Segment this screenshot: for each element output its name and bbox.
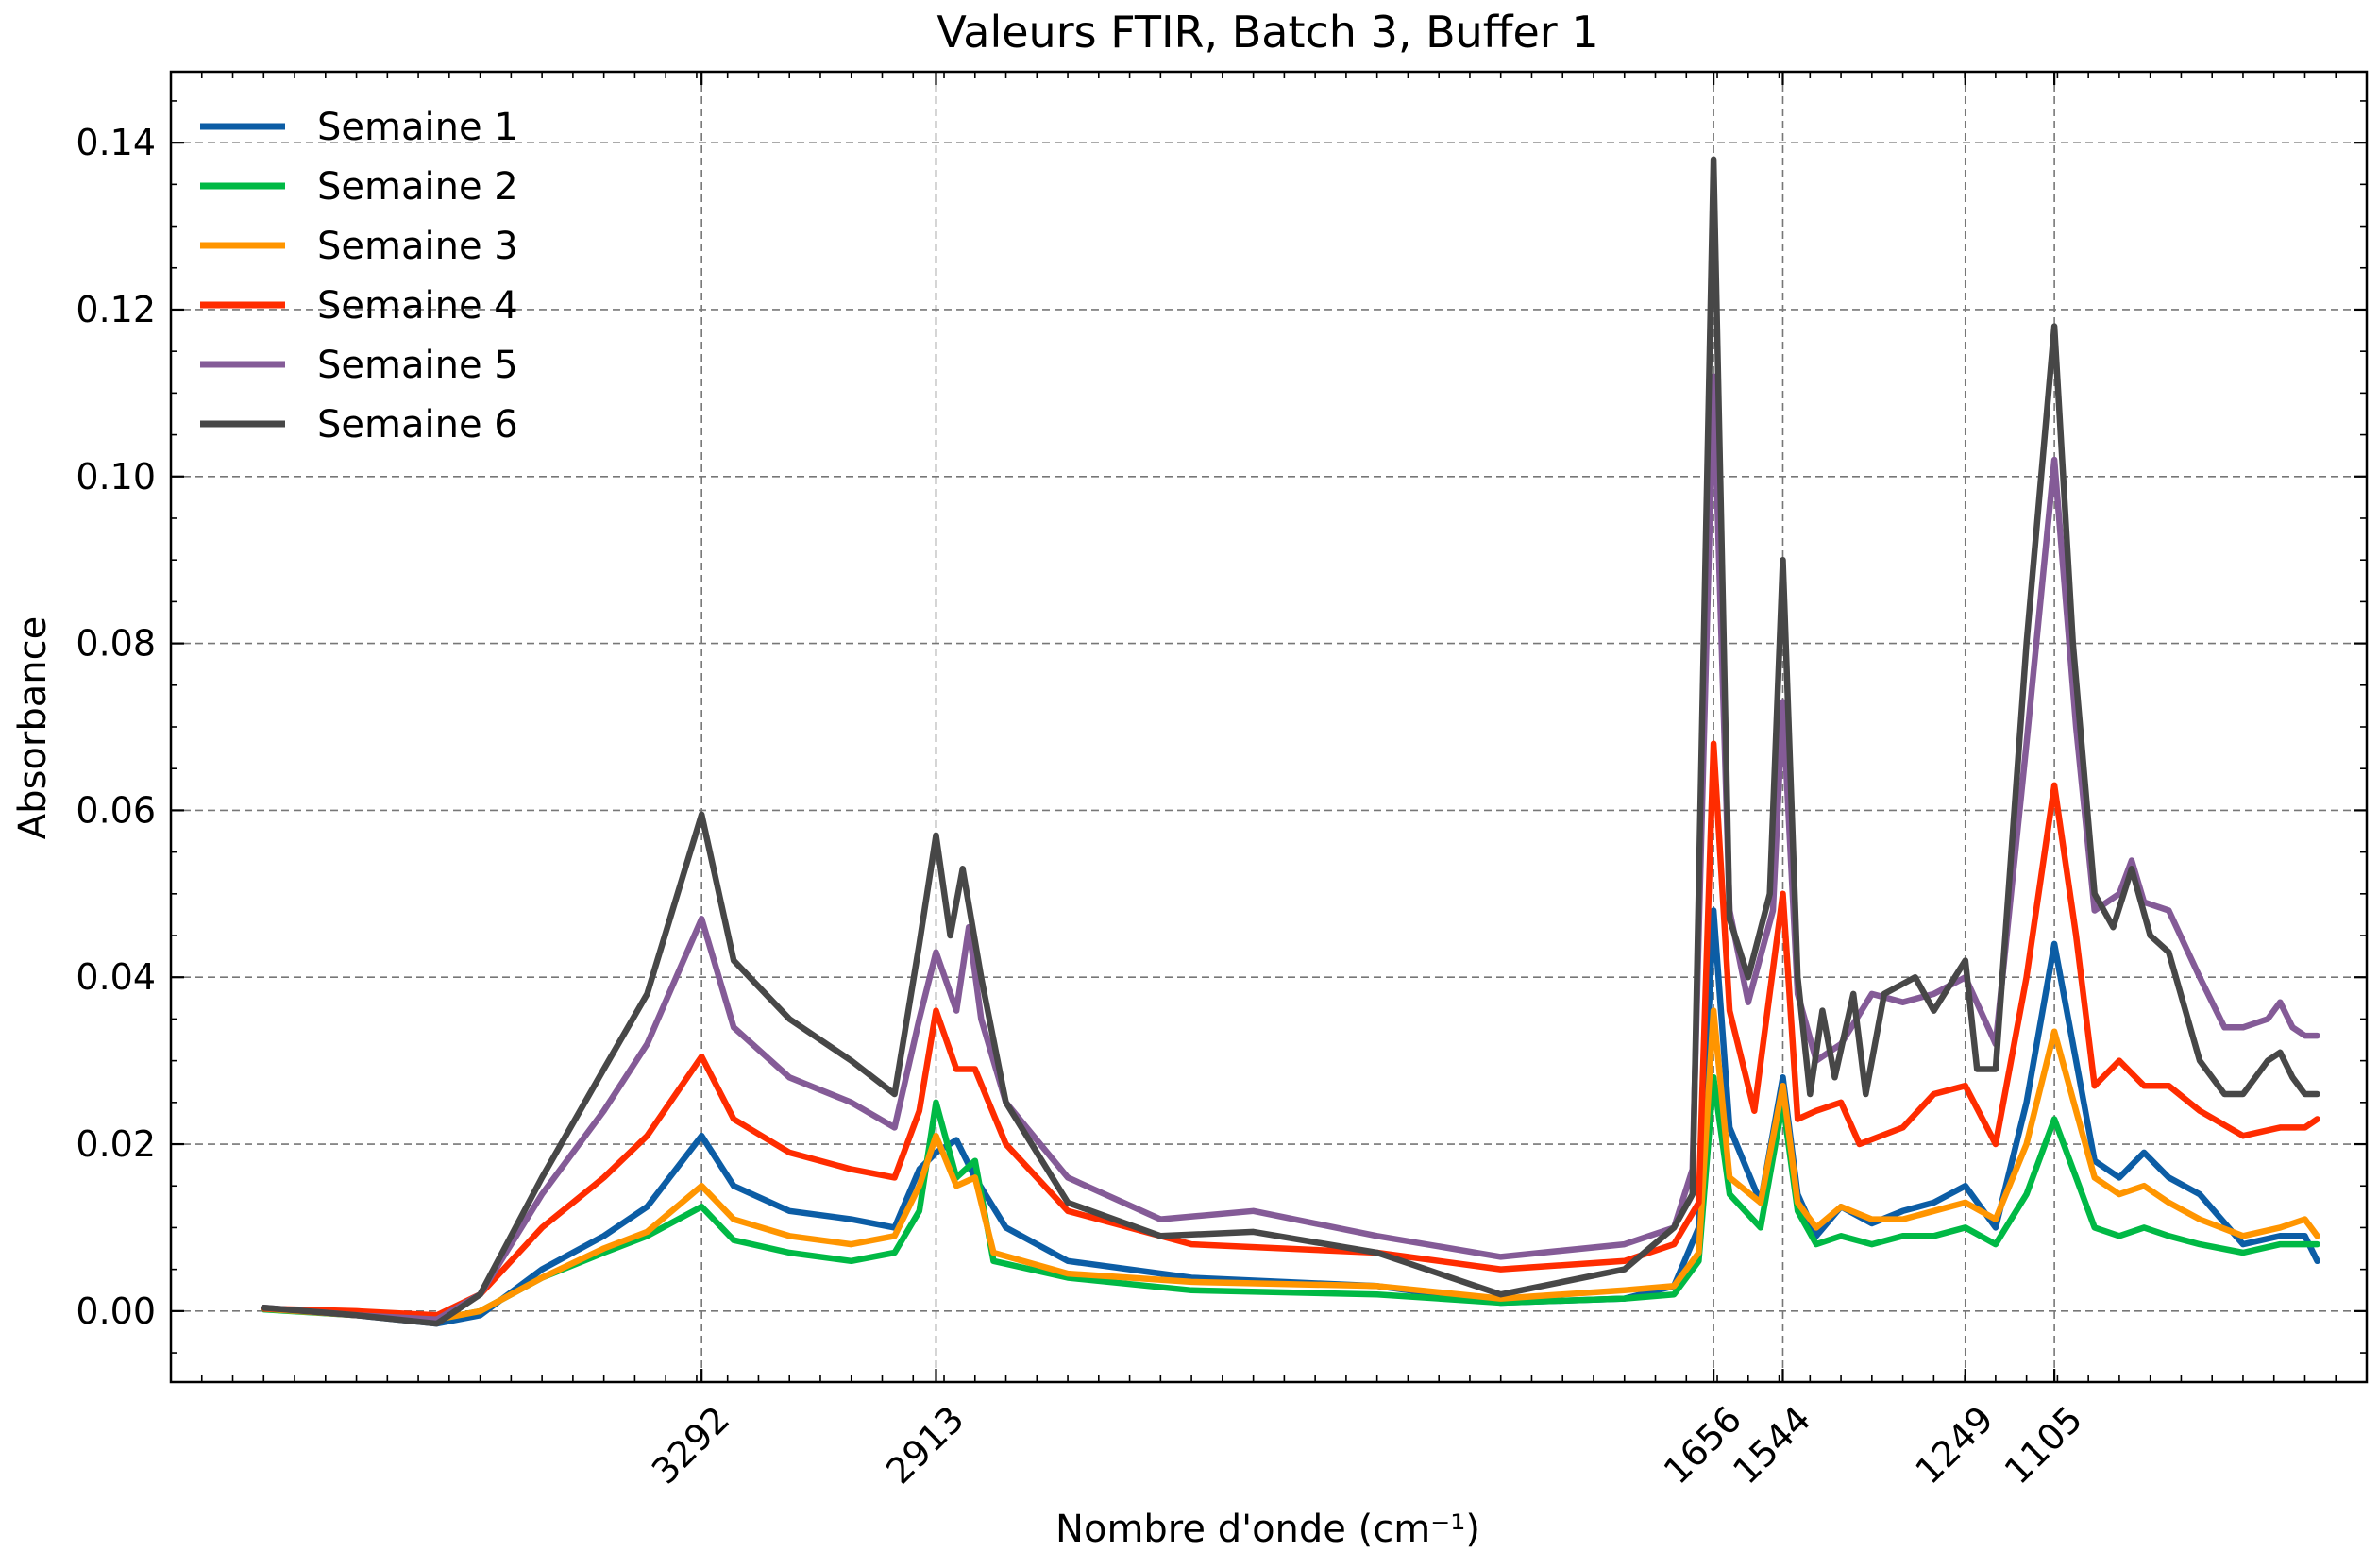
axis-ticks [171, 72, 2367, 1382]
series-line-semaine-3 [261, 1007, 2320, 1323]
x-axis-label: Nombre d'onde (cm⁻¹) [1055, 1508, 1480, 1551]
grid [171, 72, 2367, 1382]
series-line-semaine-6 [261, 156, 2320, 1327]
y-axis-label: Absorbance [11, 616, 55, 839]
x-tick-label: 3292 [644, 1398, 738, 1492]
y-tick-labels: 0.00 0.02 0.04 0.06 0.08 0.10 0.12 0.14 [76, 122, 156, 1332]
x-tick-label: 1544 [1725, 1398, 1819, 1492]
y-tick-label: 0.06 [76, 789, 156, 831]
legend-label: Semaine 2 [317, 165, 518, 209]
y-tick-label: 0.04 [76, 956, 156, 998]
y-tick-label: 0.14 [76, 122, 156, 163]
y-tick-label: 0.02 [76, 1123, 156, 1165]
x-tick-label: 2913 [878, 1398, 972, 1492]
legend-label: Semaine 1 [317, 106, 518, 149]
x-tick-label: 1105 [1997, 1398, 2091, 1492]
y-tick-label: 0.08 [76, 623, 156, 665]
x-tick-label: 1656 [1656, 1398, 1750, 1492]
legend-label: Semaine 6 [317, 403, 518, 447]
series-lines [261, 156, 2320, 1327]
series-line-semaine-4 [261, 740, 2320, 1319]
y-tick-label: 0.10 [76, 456, 156, 497]
legend-label: Semaine 4 [317, 284, 518, 328]
y-tick-label: 0.00 [76, 1290, 156, 1332]
legend-label: Semaine 5 [317, 344, 518, 387]
legend: Semaine 1 Semaine 2 Semaine 3 Semaine 4 Sema… [200, 106, 518, 447]
x-tick-label: 1249 [1907, 1398, 2001, 1492]
y-tick-label: 0.12 [76, 289, 156, 330]
legend-label: Semaine 3 [317, 225, 518, 268]
plot-frame [169, 70, 2369, 1384]
chart-title: Valeurs FTIR, Batch 3, Buffer 1 [936, 7, 1598, 58]
series-line-semaine-1 [261, 907, 2320, 1327]
